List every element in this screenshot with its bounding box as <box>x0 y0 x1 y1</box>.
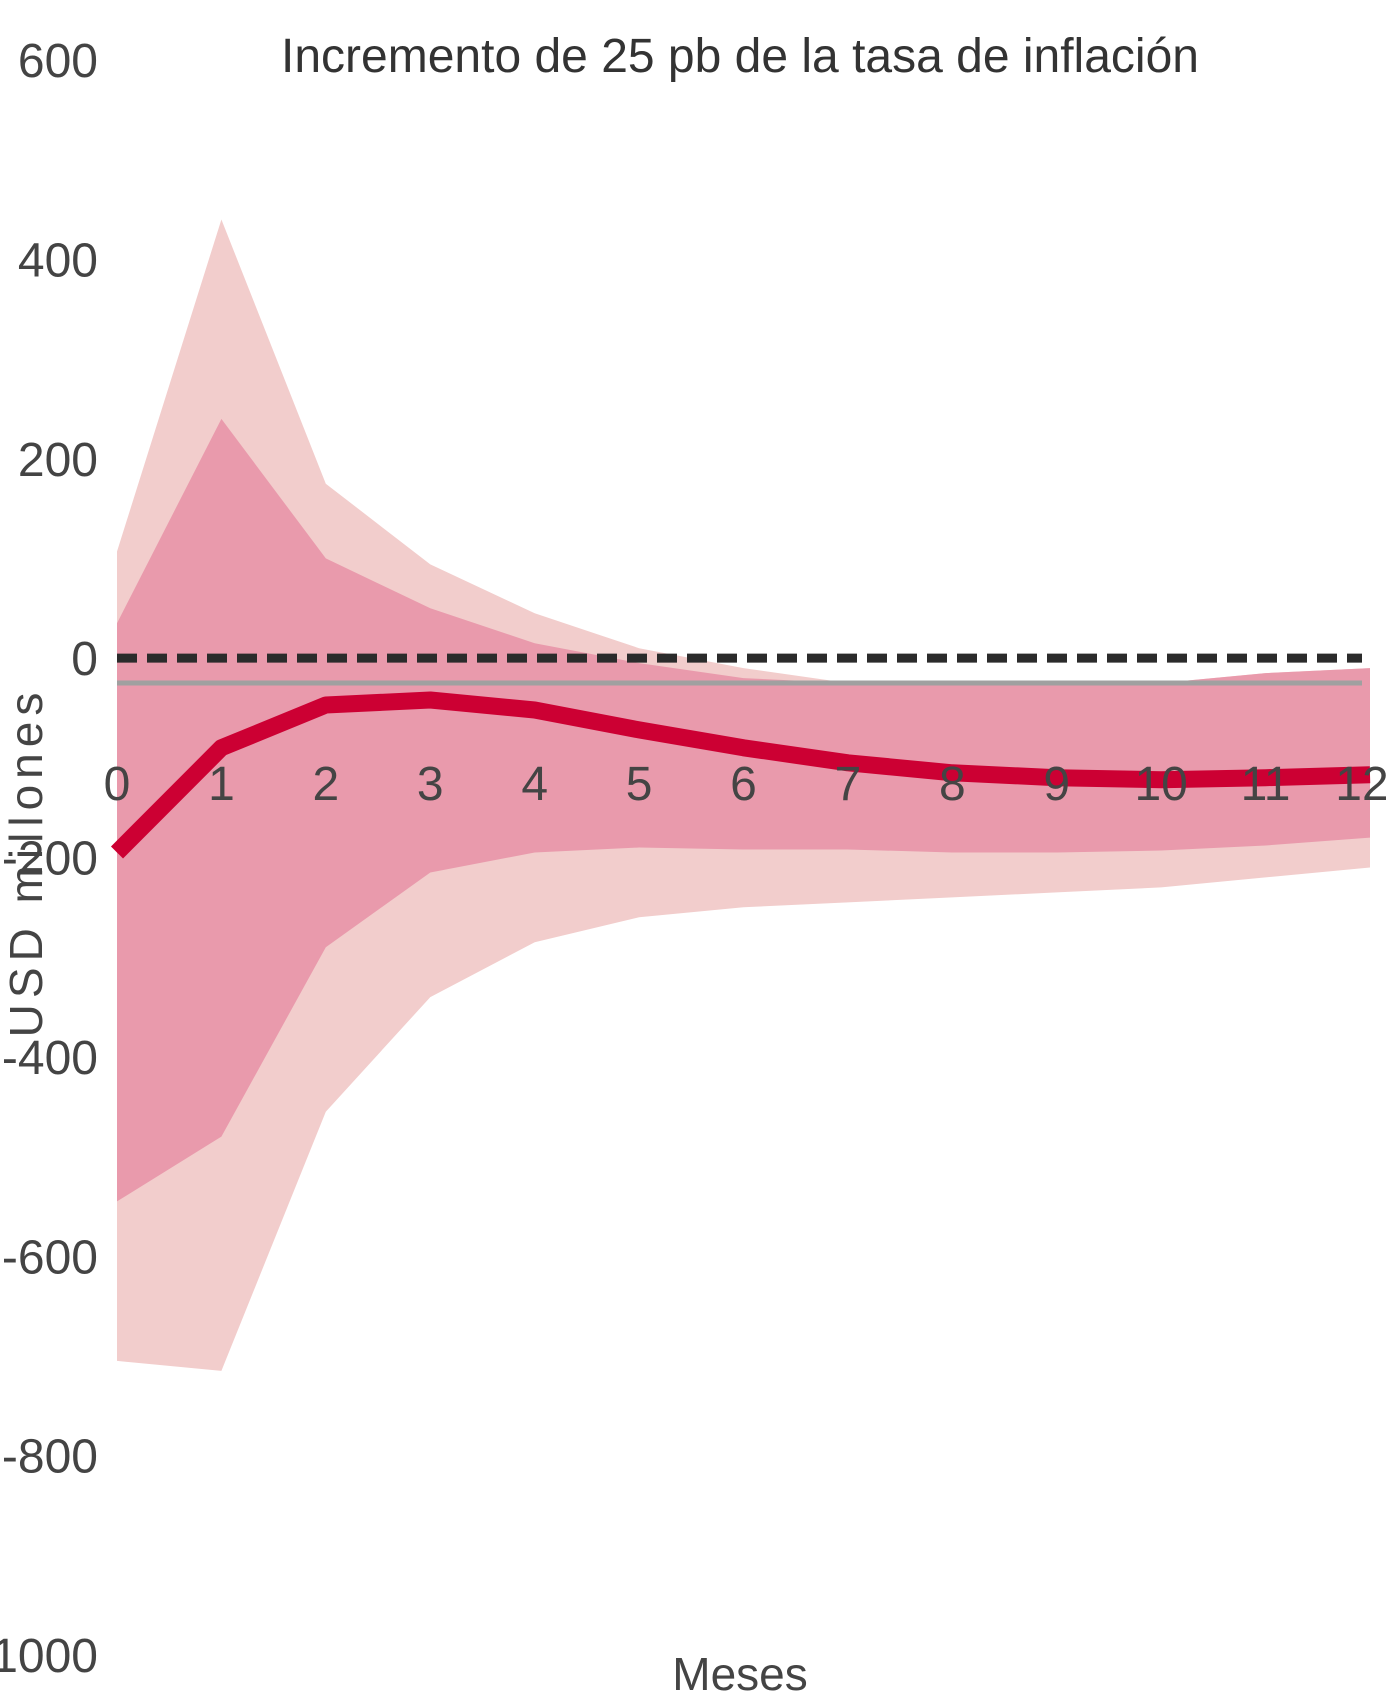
x-tick-label: 7 <box>835 758 862 811</box>
x-tick-label: 12 <box>1335 758 1386 811</box>
y-tick-label: -600 <box>2 1231 98 1284</box>
x-tick-label: 9 <box>1043 758 1070 811</box>
x-tick-label: 11 <box>1241 758 1291 811</box>
x-tick-label: 1 <box>208 758 235 811</box>
y-tick-label: 600 <box>18 35 98 88</box>
x-tick-label: 8 <box>939 758 966 811</box>
x-tick-label: 6 <box>730 758 757 811</box>
y-axis-label: USD millones <box>0 687 52 1038</box>
x-axis-label: Meses <box>672 1648 807 1700</box>
x-tick-label: 3 <box>417 758 444 811</box>
x-tick-label: 2 <box>312 758 339 811</box>
reference-lines <box>117 653 1362 686</box>
x-tick-label: 5 <box>626 758 653 811</box>
x-axis-ticks: 0 1 2 3 4 5 6 7 8 9 10 11 12 <box>104 758 1386 811</box>
y-tick-label: 200 <box>18 434 98 487</box>
y-tick-label: -400 <box>2 1032 98 1085</box>
x-tick-label: 4 <box>521 758 548 811</box>
y-tick-label: -800 <box>2 1431 98 1484</box>
y-axis-ticks: 600 400 200 0 -200 -400 -600 -800 -1000 <box>0 35 98 1683</box>
y-tick-label: 400 <box>18 234 98 287</box>
x-tick-label: 10 <box>1134 758 1187 811</box>
y-tick-label: -1000 <box>0 1630 98 1683</box>
series-lines <box>110 691 1371 859</box>
confidence-bands <box>117 219 1370 1371</box>
band-inner <box>117 418 1370 1202</box>
x-tick-label: 0 <box>104 758 131 811</box>
y-tick-label: -200 <box>2 833 98 886</box>
chart-title: Incremento de 25 pb de la tasa de inflac… <box>281 30 1199 83</box>
y-tick-label: 0 <box>71 633 98 686</box>
